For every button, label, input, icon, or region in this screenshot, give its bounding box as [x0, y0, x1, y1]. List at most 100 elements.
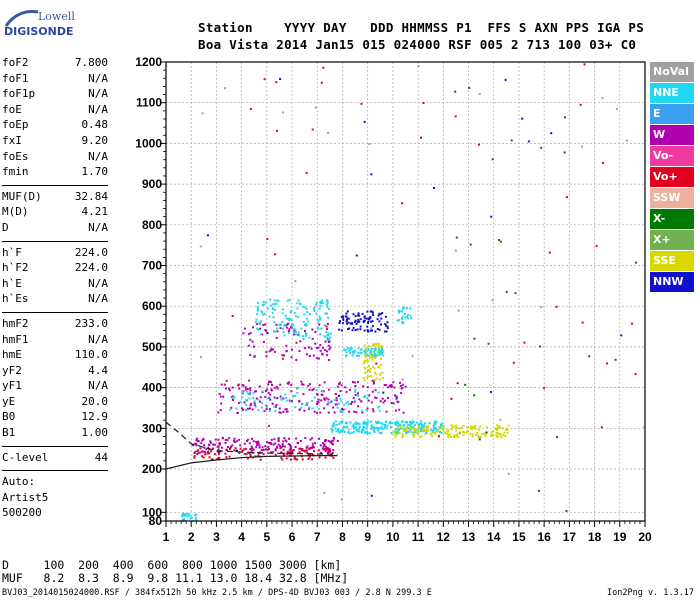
echo-point: [356, 354, 358, 357]
echo-point: [326, 306, 329, 309]
echo-point: [270, 438, 273, 441]
echo-point: [394, 432, 397, 435]
param-row: yE 20.0: [2, 395, 108, 411]
echo-point: [245, 452, 248, 455]
echo-point: [342, 316, 345, 319]
echo-point: [389, 426, 392, 429]
echo-point: [273, 350, 276, 353]
echo-point: [398, 432, 401, 435]
echo-point: [359, 348, 362, 351]
echo-point: [369, 354, 372, 357]
echo-point: [322, 66, 325, 69]
echo-point: [349, 421, 352, 424]
echo-point: [249, 108, 252, 110]
echo-point: [370, 327, 372, 330]
echo-point: [565, 510, 568, 512]
echo-point: [317, 398, 320, 401]
echo-point: [193, 452, 196, 454]
echo-point: [362, 362, 365, 365]
echo-point: [346, 400, 349, 403]
echo-point: [325, 325, 328, 328]
echo-point: [428, 422, 431, 425]
echo-point: [473, 426, 476, 429]
echo-point: [314, 331, 317, 333]
echo-point: [463, 431, 465, 434]
echo-point: [455, 429, 458, 432]
echo-point: [327, 411, 330, 414]
x-tick-label: 5: [263, 530, 270, 544]
echo-point: [308, 407, 310, 410]
echo-point: [230, 406, 233, 409]
echo-point: [401, 202, 404, 205]
param-value: N/A: [88, 276, 108, 290]
echo-point: [382, 376, 384, 379]
echo-point: [379, 350, 382, 353]
echo-point: [342, 315, 345, 318]
echo-point: [319, 344, 322, 347]
echo-point: [252, 326, 254, 329]
echo-point: [290, 447, 292, 450]
echo-point: [402, 424, 405, 427]
echo-point: [473, 337, 476, 340]
echo-point: [375, 377, 378, 380]
echo-point: [364, 353, 367, 356]
echo-point: [352, 352, 355, 355]
echo-point: [358, 430, 361, 433]
echo-point: [353, 350, 356, 353]
echo-point: [255, 446, 258, 449]
echo-point: [401, 434, 404, 437]
echo-point: [298, 408, 301, 411]
echo-point: [422, 424, 425, 427]
echo-point: [357, 347, 360, 350]
echo-point: [293, 333, 296, 336]
echo-point: [411, 422, 414, 425]
echo-point: [318, 315, 321, 318]
x-tick-label: 14: [487, 530, 501, 544]
echo-point: [283, 324, 285, 327]
echo-point: [390, 432, 393, 435]
echo-point: [248, 442, 251, 445]
echo-point: [308, 448, 311, 450]
echo-point: [236, 449, 238, 452]
echo-point: [348, 410, 351, 413]
echo-point: [256, 305, 259, 308]
echo-point: [284, 314, 287, 317]
echo-point: [271, 311, 274, 314]
echo-point: [279, 397, 282, 400]
echo-point: [366, 310, 369, 313]
echo-point: [466, 426, 469, 429]
param-row: foE N/A: [2, 103, 108, 119]
echo-point: [373, 429, 375, 432]
echo-point: [474, 427, 477, 430]
echo-point: [243, 327, 246, 330]
echo-point: [386, 327, 389, 330]
echo-point: [244, 386, 247, 389]
echo-point: [236, 412, 239, 414]
echo-point: [302, 383, 305, 386]
echo-point: [332, 456, 335, 459]
echo-point: [255, 327, 258, 330]
echo-point: [315, 312, 318, 315]
echo-point: [274, 442, 277, 445]
echo-point: [306, 451, 309, 454]
echo-point: [296, 391, 299, 394]
echo-point: [281, 320, 284, 323]
echo-point: [369, 329, 372, 332]
echo-point: [377, 429, 380, 432]
echo-point: [264, 329, 267, 331]
echo-point: [268, 408, 271, 410]
echo-point: [376, 342, 379, 345]
echo-point: [372, 314, 375, 316]
echo-point: [631, 322, 633, 325]
echo-point: [397, 429, 400, 432]
echo-point: [292, 323, 295, 326]
echo-point: [294, 446, 297, 448]
echo-point: [226, 448, 228, 451]
echo-point: [299, 340, 302, 343]
echo-point: [397, 309, 400, 312]
echo-point: [347, 328, 349, 330]
echo-point: [202, 450, 205, 453]
echo-point: [595, 244, 598, 247]
echo-point: [615, 108, 618, 110]
echo-point: [194, 514, 197, 517]
